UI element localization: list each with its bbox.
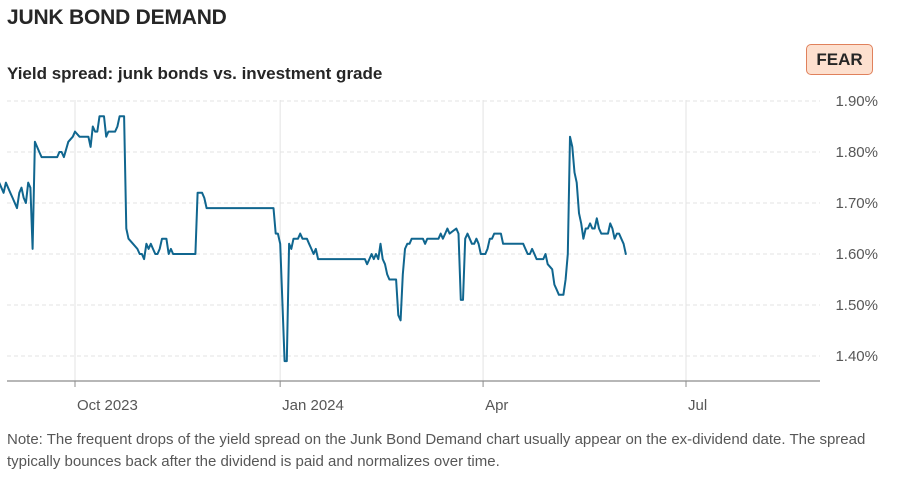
x-tick-label: Apr (485, 397, 508, 414)
y-tick-label: 1.70% (835, 195, 878, 212)
y-tick-label: 1.50% (835, 297, 878, 314)
x-tick-label: Oct 2023 (77, 397, 138, 414)
chart-note: Note: The frequent drops of the yield sp… (7, 431, 866, 470)
y-tick-label: 1.60% (835, 246, 878, 263)
y-tick-label: 1.40% (835, 348, 878, 365)
chart-subtitle: Yield spread: junk bonds vs. investment … (7, 64, 383, 83)
y-tick-label: 1.80% (835, 144, 878, 161)
y-tick-label: 1.90% (835, 93, 878, 110)
fear-greed-rating-badge: FEAR (806, 44, 873, 75)
yield-spread-line-chart: 1.40% 1.50% 1.60% 1.70% 1.80% 1.90% Oct 2023 Ja… (0, 93, 878, 414)
x-tick-label: Jan 2024 (282, 397, 344, 414)
chart-title: JUNK BOND DEMAND (7, 6, 227, 29)
x-tick-label: Jul (688, 397, 707, 414)
yield-spread-series-line (0, 115, 627, 363)
